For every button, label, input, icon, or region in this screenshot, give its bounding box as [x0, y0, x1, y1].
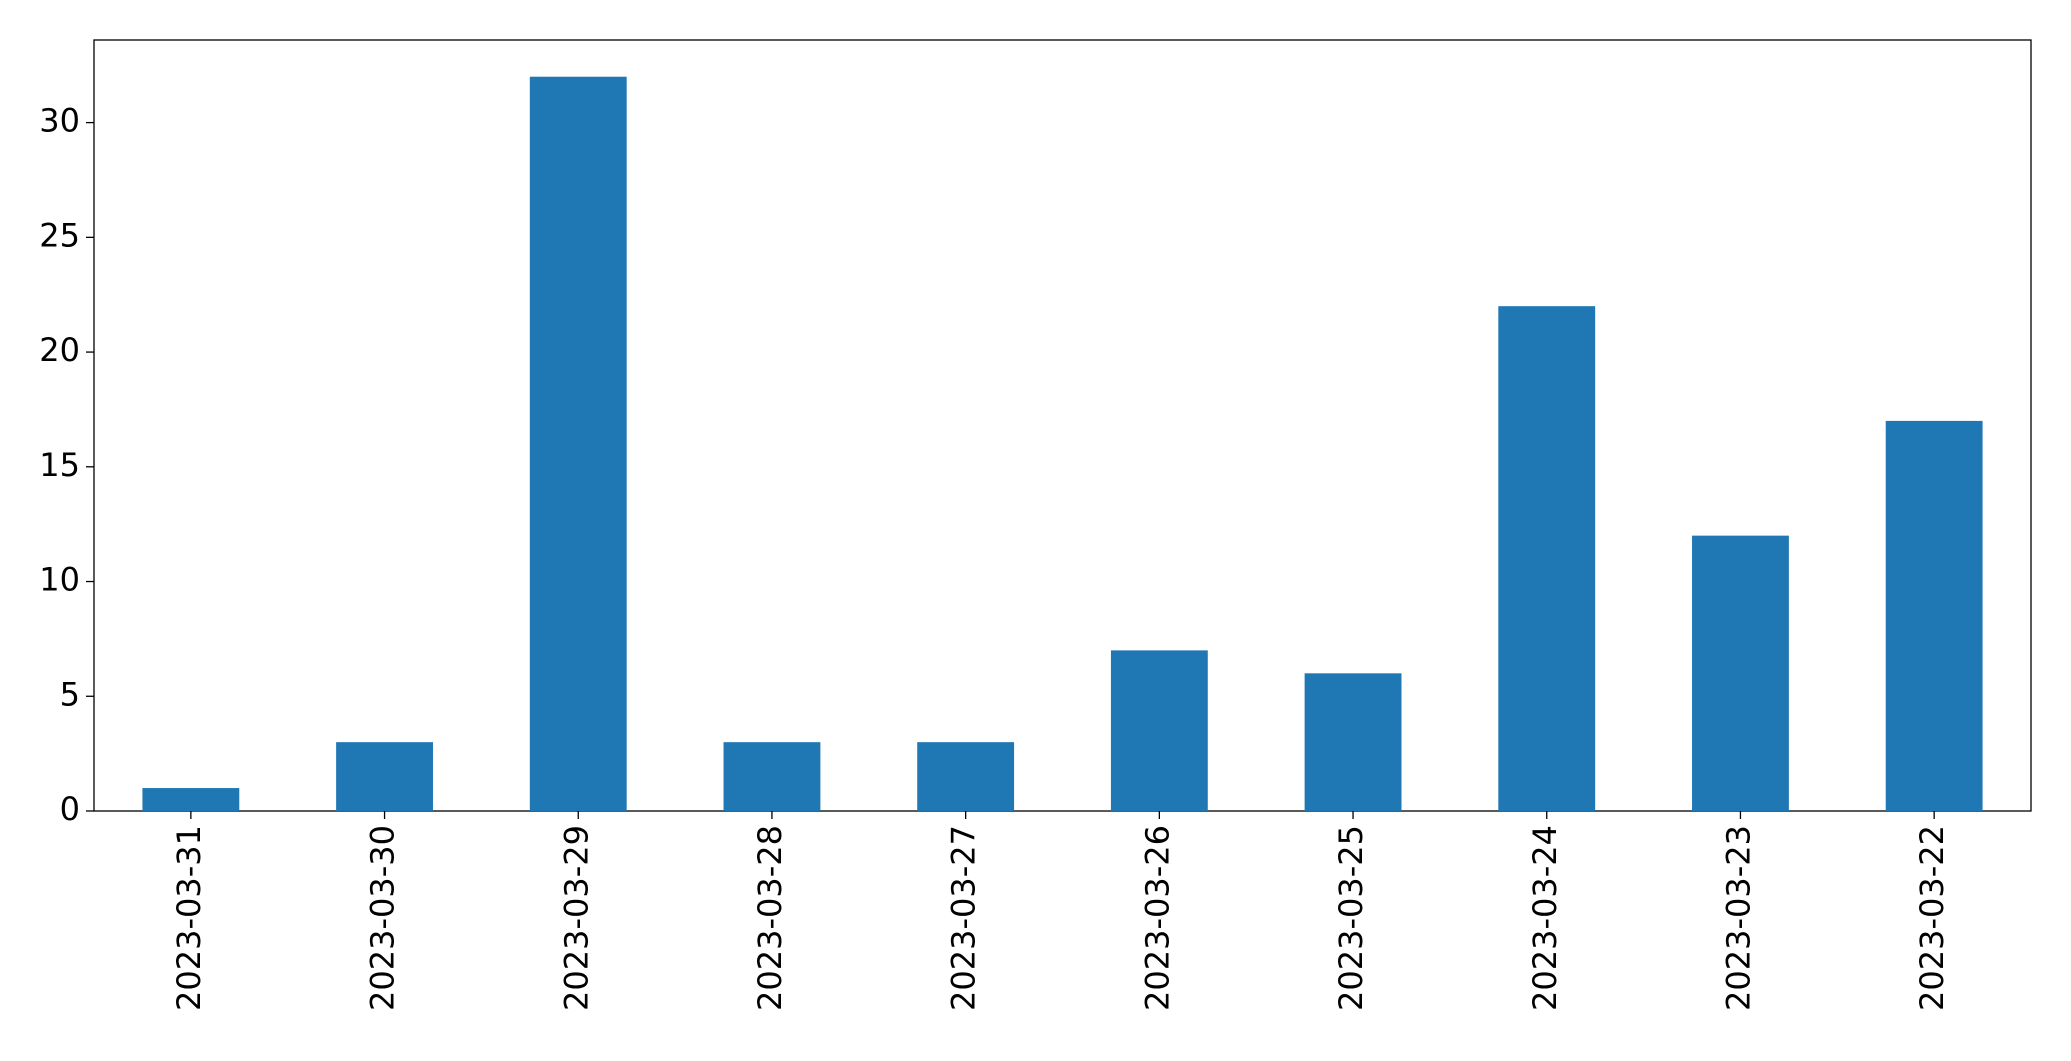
bar	[1885, 420, 1983, 811]
x-tick-label: 2023-03-22	[1913, 825, 1951, 1011]
bar	[1692, 535, 1789, 811]
x-tick-label: 2023-03-26	[1138, 825, 1176, 1011]
bar	[723, 742, 821, 811]
y-tick-label: 0	[60, 790, 80, 828]
bar	[1110, 650, 1208, 811]
bar	[336, 742, 433, 811]
bar	[529, 76, 627, 811]
y-tick-label: 30	[39, 102, 80, 140]
x-tick-label: 2023-03-24	[1526, 825, 1564, 1011]
x-tick-label: 2023-03-30	[364, 825, 402, 1011]
y-tick-label: 10	[39, 561, 80, 599]
y-tick-label: 15	[39, 446, 80, 484]
x-tick-label: 2023-03-25	[1332, 825, 1370, 1011]
x-tick-label: 2023-03-29	[557, 825, 595, 1011]
x-tick-label: 2023-03-31	[170, 825, 208, 1011]
x-tick-label: 2023-03-28	[751, 825, 789, 1011]
bar	[1304, 673, 1402, 811]
bar	[1498, 306, 1596, 811]
plot-frame	[93, 39, 2032, 812]
y-tick-label: 25	[39, 216, 80, 254]
x-tick-label: 2023-03-23	[1719, 825, 1757, 1011]
bar	[917, 742, 1015, 811]
y-tick-label: 20	[39, 331, 80, 369]
x-tick-label: 2023-03-27	[945, 825, 983, 1011]
y-tick-label: 5	[60, 675, 80, 713]
bar	[142, 788, 240, 811]
